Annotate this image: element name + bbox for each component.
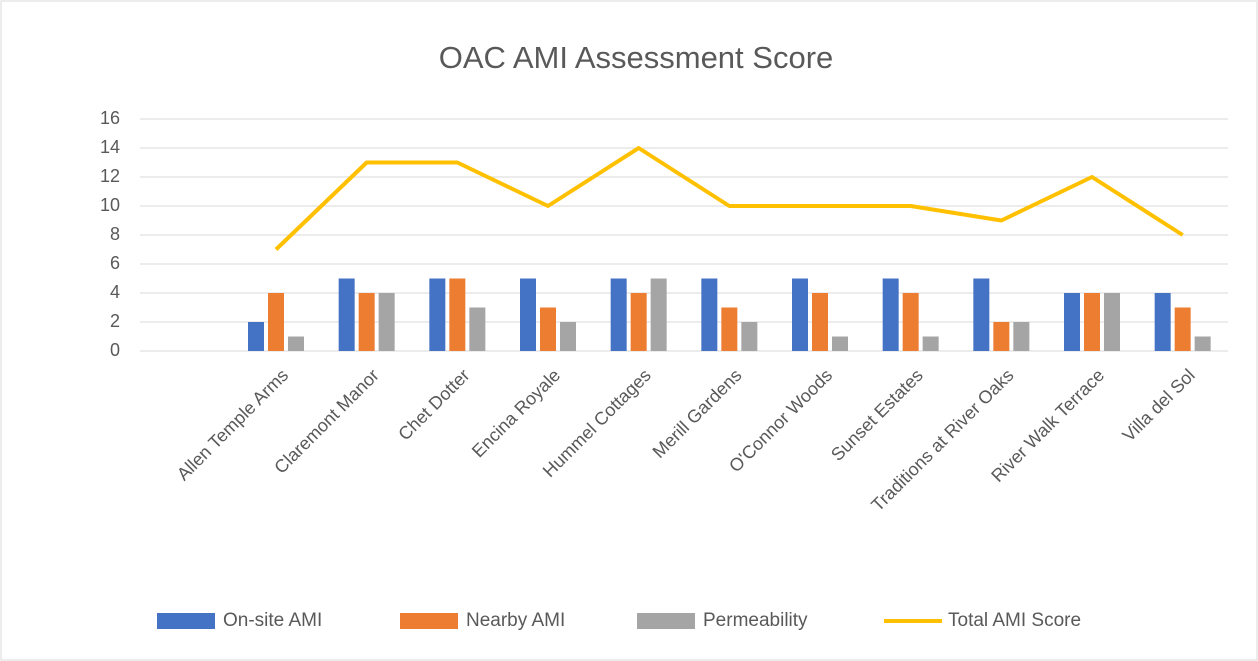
chart-title: OAC AMI Assessment Score: [439, 40, 834, 75]
y-tick-label: 14: [100, 137, 120, 157]
bar: [1174, 307, 1191, 351]
y-tick-label: 2: [110, 311, 120, 331]
legend-swatch: [400, 613, 458, 629]
legend-swatch: [157, 613, 215, 629]
bar: [1154, 293, 1171, 351]
bar: [288, 336, 304, 351]
bar: [721, 307, 738, 351]
y-tick-label: 12: [100, 166, 120, 186]
legend-label: On-site AMI: [223, 610, 322, 631]
bar: [1013, 322, 1030, 351]
bar: [882, 278, 899, 351]
line: [274, 146, 1184, 251]
bar: [469, 307, 486, 351]
legend-label: Nearby AMI: [466, 610, 565, 631]
bar: [792, 278, 808, 351]
bar: [741, 322, 758, 351]
y-tick-label: 4: [110, 282, 120, 302]
bar: [338, 278, 355, 351]
y-tick-label: 8: [110, 224, 120, 244]
bar: [922, 336, 939, 351]
bar: [630, 293, 647, 351]
y-tick-label: 16: [100, 108, 120, 128]
bar: [701, 278, 718, 351]
bar: [812, 293, 828, 351]
bar: [993, 322, 1010, 351]
bar: [1064, 293, 1080, 351]
legend-label: Total AMI Score: [948, 610, 1081, 631]
bar: [540, 307, 556, 351]
y-tick-label: 10: [100, 195, 120, 215]
bar: [560, 322, 576, 351]
bar: [429, 278, 446, 351]
bar: [1194, 336, 1211, 351]
bar: [902, 293, 919, 351]
bar: [973, 278, 990, 351]
bar: [610, 278, 627, 351]
bar: [650, 278, 667, 351]
y-tick-label: 0: [110, 340, 120, 360]
bar: [520, 278, 536, 351]
legend-swatch: [637, 613, 695, 629]
legend-label: Permeability: [703, 610, 808, 631]
bar: [832, 336, 848, 351]
bar: [248, 322, 264, 351]
y-tick-label: 6: [110, 253, 120, 273]
bar: [268, 293, 284, 351]
bar: [358, 293, 375, 351]
bar: [1084, 293, 1100, 351]
bar: [378, 293, 395, 351]
bar: [449, 278, 466, 351]
bar: [1104, 293, 1120, 351]
